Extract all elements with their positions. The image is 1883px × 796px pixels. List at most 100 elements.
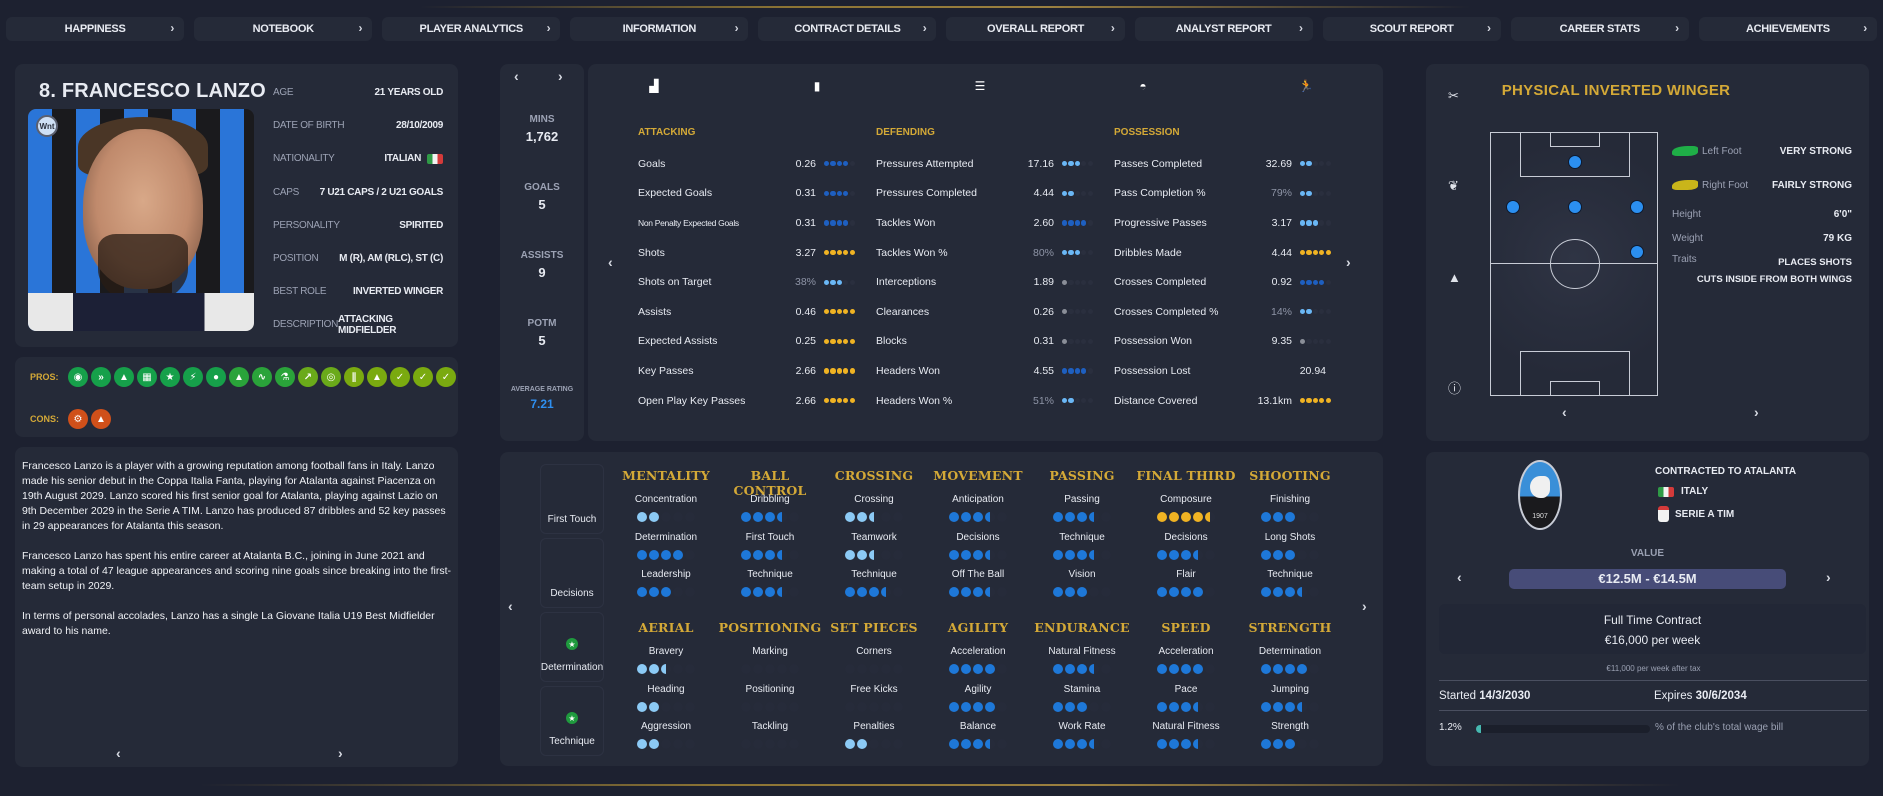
attribute-group-agility: AGILITY Acceleration Agility Balance [926,620,1030,759]
lightning-icon[interactable]: ⚡ [183,367,203,387]
target-icon[interactable]: ◉ [68,367,88,387]
attribute-group-ball-control: BALL CONTROL Dribbling First Touch Techniqu… [718,468,822,607]
running-player-icon[interactable]: 🏃 [1298,79,1314,93]
list-icon[interactable]: ☰ [974,79,986,93]
rating-dots [614,664,718,674]
analytics-next-arrow[interactable]: › [1346,254,1351,270]
rating-dots [1238,664,1342,674]
wage-bill-percent: 1.2% [1439,722,1462,733]
position-pitch [1490,132,1658,396]
italy-flag-icon [1658,486,1674,497]
cones-icon[interactable]: ▲ [1448,270,1461,285]
bottom-divider [200,784,1680,786]
nav-happiness[interactable]: HAPPINESS › [6,17,185,41]
attribute-item: Concentration [614,494,718,532]
analytics-column-possession: POSSESSION Passes Completed 32.69 Pass Comp… [1114,127,1334,415]
info-board-icon[interactable]: ⓘ [1448,381,1462,396]
stat-row: Clearances 0.26 [876,297,1096,327]
highlight-determination[interactable]: ★ Determination [540,612,604,682]
boot-icon [1672,146,1698,156]
player-bio: Francesco Lanzo is a player with a growi… [22,459,452,654]
nav-player-analytics[interactable]: PLAYER ANALYTICS › [382,17,561,41]
attribute-item: Leadership [614,569,718,607]
nav-analyst-report[interactable]: ANALYST REPORT › [1134,17,1313,41]
bar-chart-icon[interactable]: ▟ [649,79,659,93]
attribute-item: Aggression [614,721,718,759]
cone-timer-icon[interactable]: ▲ [114,367,134,387]
nav-information[interactable]: INFORMATION › [570,17,749,41]
physical-next-arrow[interactable]: › [1754,404,1759,420]
attributes-prev-arrow[interactable]: ‹ [508,598,513,614]
attribute-item: Teamwork [822,532,926,570]
nav-achievements[interactable]: ACHIEVEMENTS › [1698,17,1877,41]
player-info-list: AGE 21 YEARS OLD DATE OF BIRTH 28/10/2009 NA… [273,76,443,342]
cone-gear-icon[interactable]: ▲ [91,409,111,429]
club-country: ITALY [1658,486,1708,497]
bio-prev-arrow[interactable]: ‹ [116,745,121,761]
attribute-item: Natural Fitness [1030,646,1134,684]
stat-row: Pressures Attempted 17.16 [876,149,1096,179]
cone-trend-icon[interactable]: ▲ [367,367,387,387]
physical-row-height: Height 6'0" [1672,208,1852,220]
bullseye-icon[interactable]: ◎ [321,367,341,387]
report-check-icon[interactable]: ✓ [413,367,433,387]
physical-row-right-foot: Right Foot FAIRLY STRONG [1672,168,1852,202]
passes-icon[interactable]: » [91,367,111,387]
nav-notebook[interactable]: NOTEBOOK › [194,17,373,41]
rating-dots [1134,701,1238,712]
rating-dots [1300,309,1334,315]
rating-dots [1300,220,1334,226]
rating-dots [614,549,718,560]
chain-icon[interactable]: ∥ [344,367,364,387]
rating-dots [822,587,926,597]
highlight-technique[interactable]: ★ Technique [540,686,604,756]
attribute-item: Decisions [1134,532,1238,570]
nav-career-stats[interactable]: CAREER STATS › [1510,17,1689,41]
trend-up-icon[interactable]: ↗ [298,367,318,387]
dna-icon[interactable]: ✂ [1448,88,1459,103]
key-stats-prev-arrow[interactable]: ‹ [514,68,519,84]
nav-scout-report[interactable]: SCOUT REPORT › [1322,17,1501,41]
highlight-first-touch[interactable]: First Touch [540,464,604,534]
club-badge: 1907 [1518,460,1562,530]
notebook-icon[interactable]: ▮ [813,79,821,93]
gears-fist-icon[interactable]: ⚙ [68,409,88,429]
cone-up-icon[interactable]: ▲ [229,367,249,387]
analytics-panel: ▟ ▮ ☰ ◓ 🏃 ‹ › ATTACKING Goals 0.26 Expected Goa… [588,64,1383,441]
physical-row-left-foot: Left Foot VERY STRONG [1672,134,1852,168]
tactics-board-icon[interactable]: ▦ [137,367,157,387]
rating-dots [1238,739,1342,749]
rating-dots [614,739,718,749]
key-stats-next-arrow[interactable]: › [558,68,563,84]
physical-prev-arrow[interactable]: ‹ [1562,404,1567,420]
player-name: 8. FRANCESCO LANZO [39,80,266,102]
bio-next-arrow[interactable]: › [338,745,343,761]
rating-dots [1134,512,1238,522]
rating-dots [718,739,822,749]
flask-icon[interactable]: ⚗ [275,367,295,387]
helmet-icon[interactable]: ◓ [1139,79,1147,93]
rating-dots [926,587,1030,597]
stat-row: Shots 3.27 [638,238,858,268]
highlight-decisions[interactable]: Decisions [540,538,604,608]
pros-cons-panel: PROS: ◉» ▲ ▦ ★ ⚡ ● ▲ ∿ ⚗ ↗ ◎ ∥ ▲ ✓ ✓ ✓ CONS: ⚙ ▲ [15,357,458,437]
rating-dots [926,512,1030,522]
star-icon[interactable]: ★ [160,367,180,387]
report-check-icon[interactable]: ✓ [436,367,456,387]
value-next-arrow[interactable]: › [1826,569,1831,585]
report-check-icon[interactable]: ✓ [390,367,410,387]
sprout-icon[interactable]: ❦ [1448,178,1459,193]
attributes-next-arrow[interactable]: › [1362,598,1367,614]
value-label: VALUE [1630,548,1665,559]
bio-paragraph: Francesco Lanzo has spent his entire car… [22,550,452,592]
brain-icon[interactable]: ● [206,367,226,387]
nav-contract-details[interactable]: CONTRACT DETAILS › [758,17,937,41]
value-prev-arrow[interactable]: ‹ [1457,569,1462,585]
info-row-best-role: BEST ROLE INVERTED WINGER [273,286,443,298]
position-marker [1568,155,1582,170]
rating-dots [824,161,858,167]
attribute-item: Free Kicks [822,684,926,722]
nav-overall-report[interactable]: OVERALL REPORT › [946,17,1125,41]
analytics-prev-arrow[interactable]: ‹ [608,254,613,270]
wave-icon[interactable]: ∿ [252,367,272,387]
